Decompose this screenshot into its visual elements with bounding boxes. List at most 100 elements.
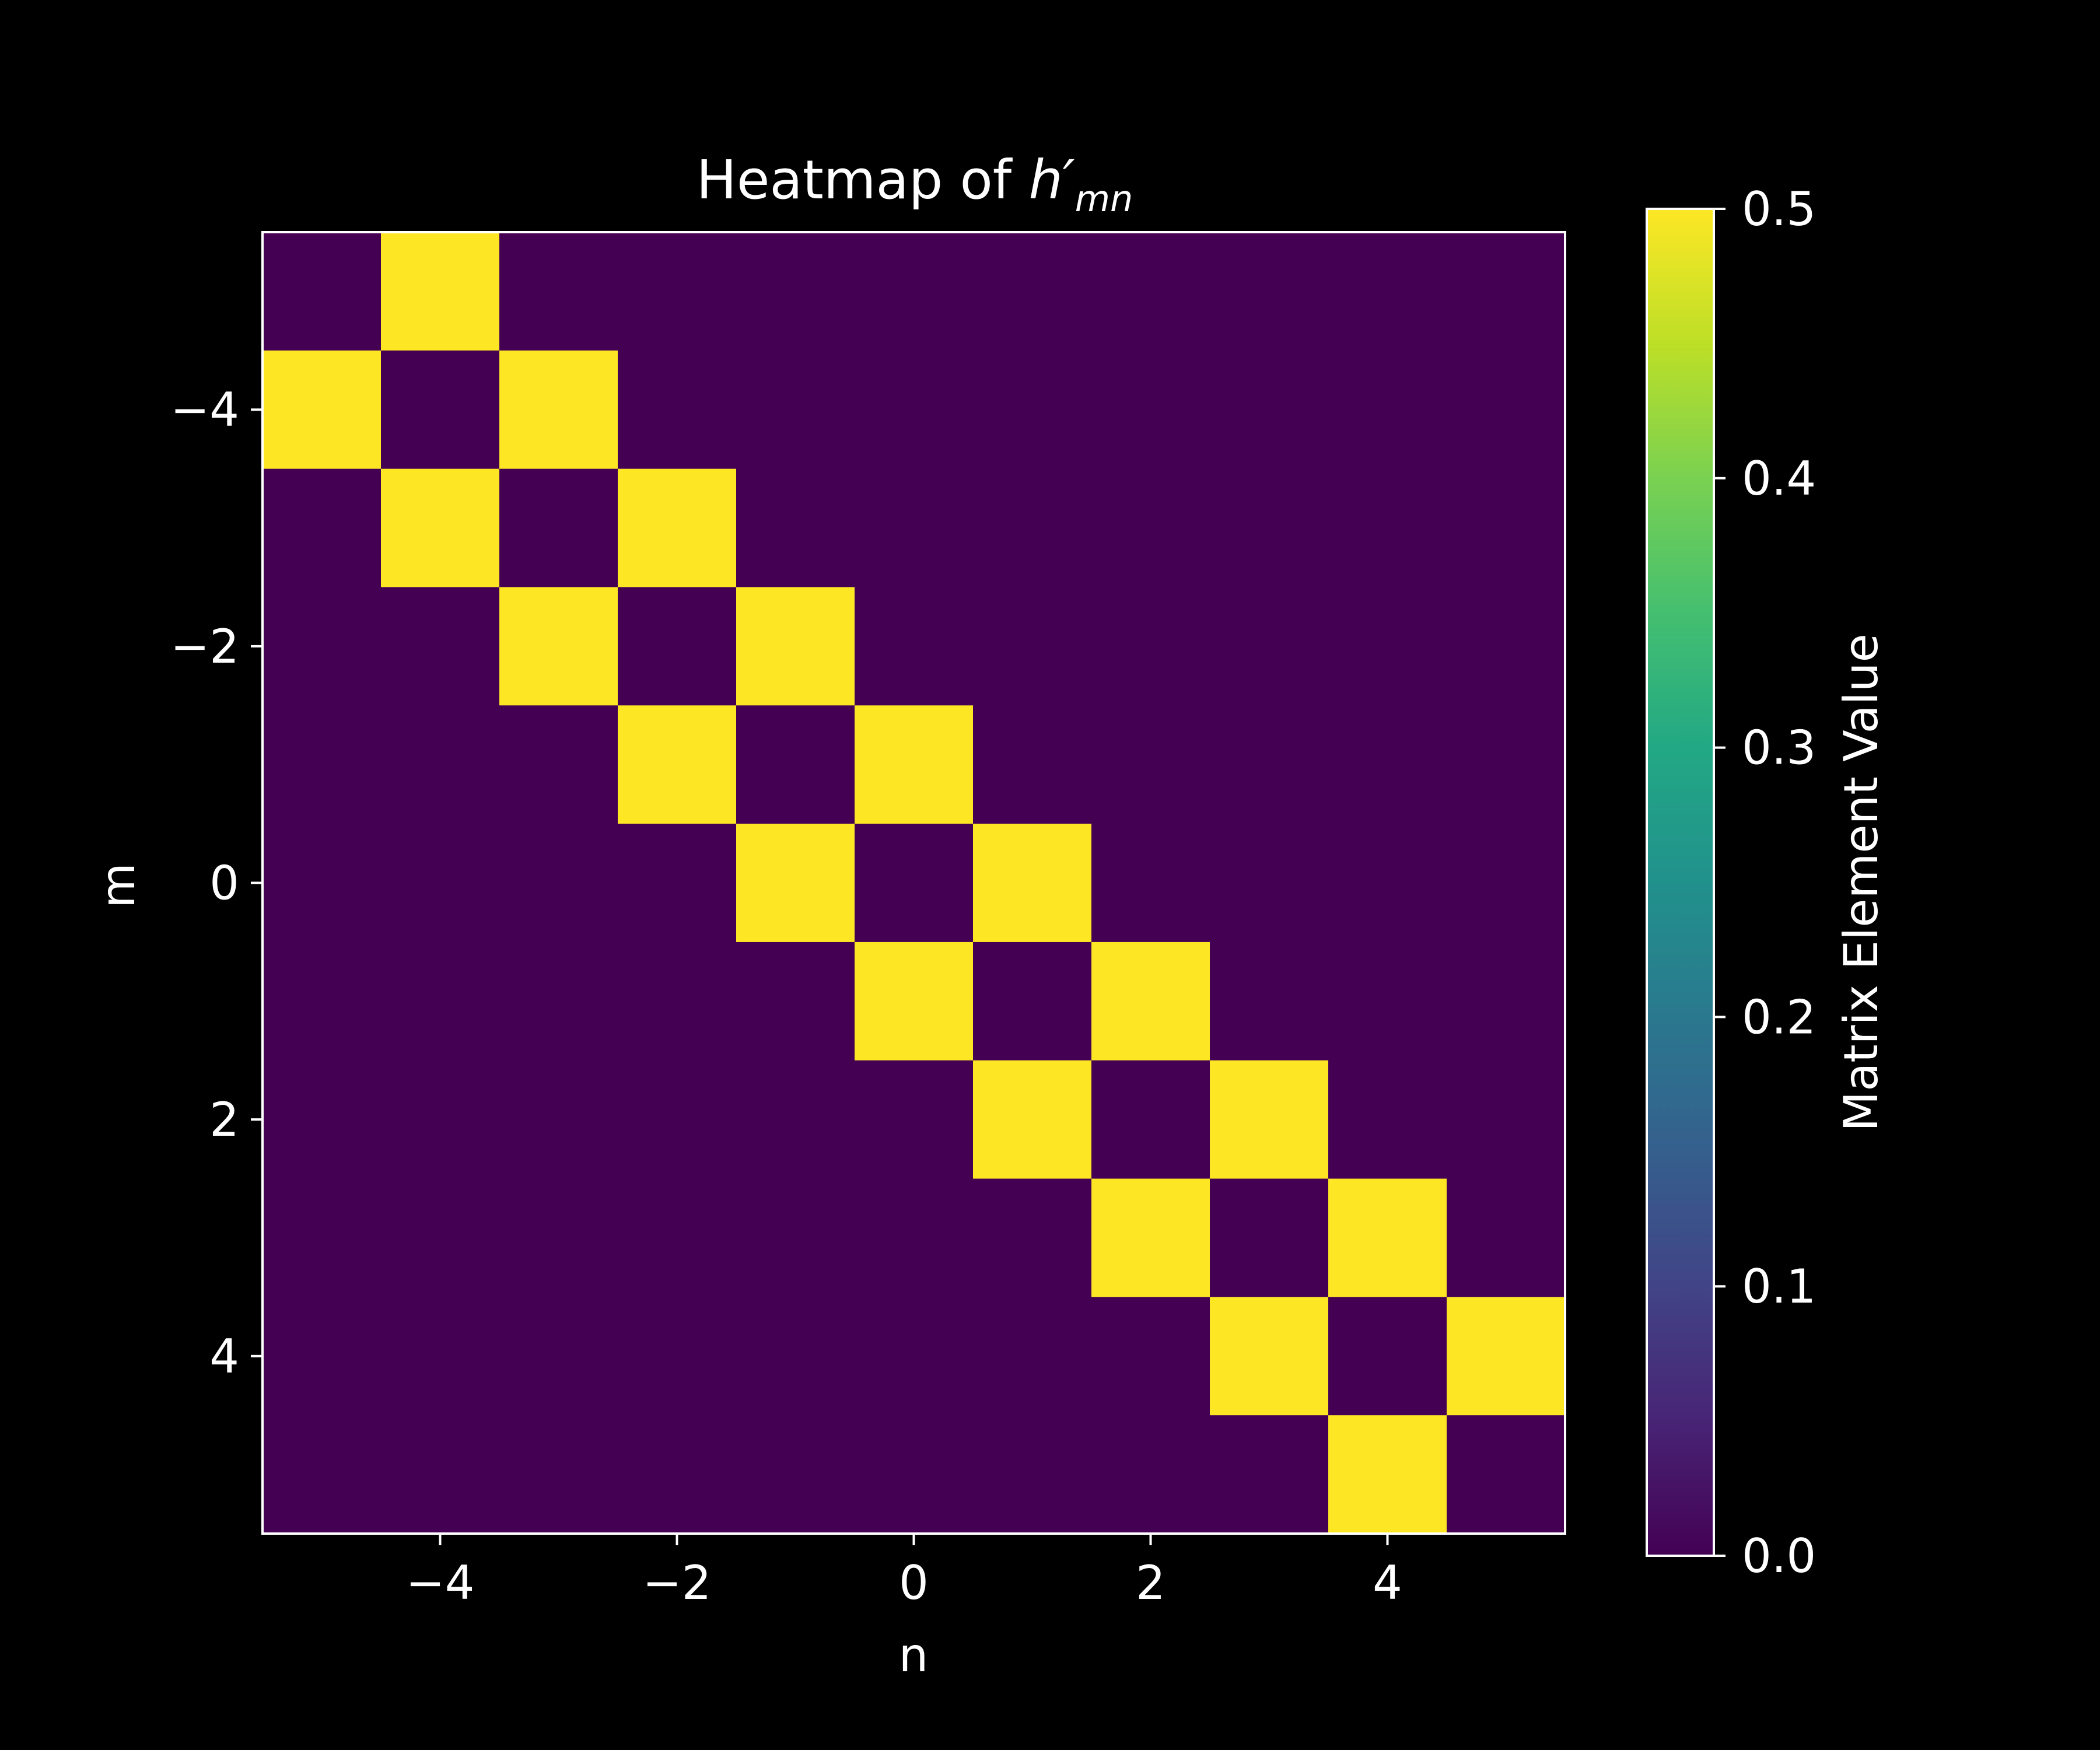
colorbar-tick-label: 0.5 — [1742, 182, 1816, 236]
heatmap-cell — [381, 942, 500, 1061]
heatmap-cell — [973, 1060, 1092, 1180]
heatmap-cell — [1328, 1178, 1447, 1297]
x-tick-label: 2 — [1136, 1556, 1166, 1610]
heatmap-cell — [618, 705, 737, 824]
heatmap-cell — [1210, 705, 1329, 824]
heatmap-cell — [1447, 468, 1566, 588]
heatmap-cell — [262, 824, 382, 943]
heatmap-cell — [499, 1415, 618, 1534]
heatmap-cell — [499, 824, 618, 943]
colorbar-label: Matrix Element Value — [1834, 634, 1888, 1132]
heatmap-cell — [973, 1297, 1092, 1416]
heatmap-cell — [736, 1297, 855, 1416]
heatmap-cell — [736, 1178, 855, 1297]
heatmap-cell — [736, 1060, 855, 1180]
x-tick-label: −2 — [643, 1556, 712, 1610]
heatmap-cell — [1447, 1297, 1566, 1416]
heatmap-cell — [618, 1415, 737, 1534]
heatmap-cell — [618, 824, 737, 943]
heatmap-cell — [855, 350, 974, 470]
heatmap-cell — [618, 1297, 737, 1416]
heatmap-cells — [262, 232, 1566, 1534]
heatmap-cell — [381, 587, 500, 706]
heatmap-cell — [1328, 824, 1447, 943]
heatmap-cell — [381, 1297, 500, 1416]
colorbar-tick-label: 0.1 — [1742, 1259, 1816, 1314]
heatmap-cell — [262, 1178, 382, 1297]
heatmap-cell — [381, 1415, 500, 1534]
heatmap-cell — [618, 942, 737, 1061]
heatmap-cell — [499, 350, 618, 470]
heatmap-cell — [262, 587, 382, 706]
heatmap-cell — [262, 1415, 382, 1534]
heatmap-cell — [1091, 350, 1210, 470]
heatmap-cell — [618, 1178, 737, 1297]
heatmap-cell — [736, 824, 855, 943]
heatmap-cell — [1447, 705, 1566, 824]
heatmap-cell — [973, 468, 1092, 588]
heatmap-cell — [381, 468, 500, 588]
heatmap-cell — [262, 942, 382, 1061]
x-tick-label: 0 — [899, 1556, 929, 1610]
heatmap-cell — [618, 350, 737, 470]
heatmap-cell — [381, 232, 500, 351]
chart-title-subscript: mn — [1075, 177, 1133, 220]
colorbar-tick-label: 0.4 — [1742, 452, 1816, 506]
heatmap-cell — [1447, 1178, 1566, 1297]
heatmap-cell — [1091, 468, 1210, 588]
heatmap-cell — [736, 468, 855, 588]
heatmap-cell — [1210, 587, 1329, 706]
heatmap-cell — [1210, 232, 1329, 351]
heatmap-cell — [1210, 468, 1329, 588]
heatmap-cell — [1447, 587, 1566, 706]
heatmap-cell — [499, 1060, 618, 1180]
heatmap-cell — [262, 1297, 382, 1416]
colorbar-tick-label: 0.3 — [1742, 721, 1816, 775]
heatmap-cell — [618, 1060, 737, 1180]
heatmap-cell — [736, 705, 855, 824]
heatmap-cell — [1328, 587, 1447, 706]
x-axis-label: n — [899, 1628, 929, 1682]
heatmap-cell — [973, 942, 1092, 1061]
heatmap-cell — [499, 232, 618, 351]
heatmap-cell — [618, 232, 737, 351]
heatmap-cell — [855, 705, 974, 824]
heatmap-cell — [1210, 1060, 1329, 1180]
heatmap-cell — [262, 1060, 382, 1180]
heatmap-cell — [1091, 1060, 1210, 1180]
heatmap-cell — [973, 587, 1092, 706]
heatmap-cell — [1328, 1415, 1447, 1534]
heatmap-cell — [855, 1178, 974, 1297]
heatmap-cell — [262, 705, 382, 824]
heatmap-cell — [618, 468, 737, 588]
heatmap-cell — [973, 824, 1092, 943]
colorbar — [1646, 208, 1715, 1557]
heatmap-cell — [855, 587, 974, 706]
heatmap-cell — [736, 942, 855, 1061]
heatmap-cell — [736, 1415, 855, 1534]
heatmap-cell — [381, 350, 500, 470]
heatmap-cell — [1091, 232, 1210, 351]
heatmap-cell — [262, 232, 382, 351]
heatmap-cell — [1328, 468, 1447, 588]
heatmap-cell — [381, 824, 500, 943]
y-tick-label: −4 — [170, 383, 239, 437]
heatmap-cell — [736, 232, 855, 351]
heatmap-cell — [736, 587, 855, 706]
heatmap-cell — [855, 232, 974, 351]
heatmap-cell — [1447, 1060, 1566, 1180]
heatmap-cell — [1210, 350, 1329, 470]
y-axis-ticks: −4 −2 0 2 4 — [170, 383, 262, 1384]
heatmap-cell — [1091, 705, 1210, 824]
heatmap-cell — [973, 232, 1092, 351]
heatmap-cell — [973, 1415, 1092, 1534]
heatmap-cell — [618, 587, 737, 706]
heatmap-cell — [973, 1178, 1092, 1297]
heatmap-cell — [1091, 824, 1210, 943]
heatmap-cell — [1328, 705, 1447, 824]
heatmap-cell — [855, 1297, 974, 1416]
heatmap-cell — [1091, 1415, 1210, 1534]
heatmap-cell — [855, 942, 974, 1061]
heatmap-cell — [1447, 232, 1566, 351]
